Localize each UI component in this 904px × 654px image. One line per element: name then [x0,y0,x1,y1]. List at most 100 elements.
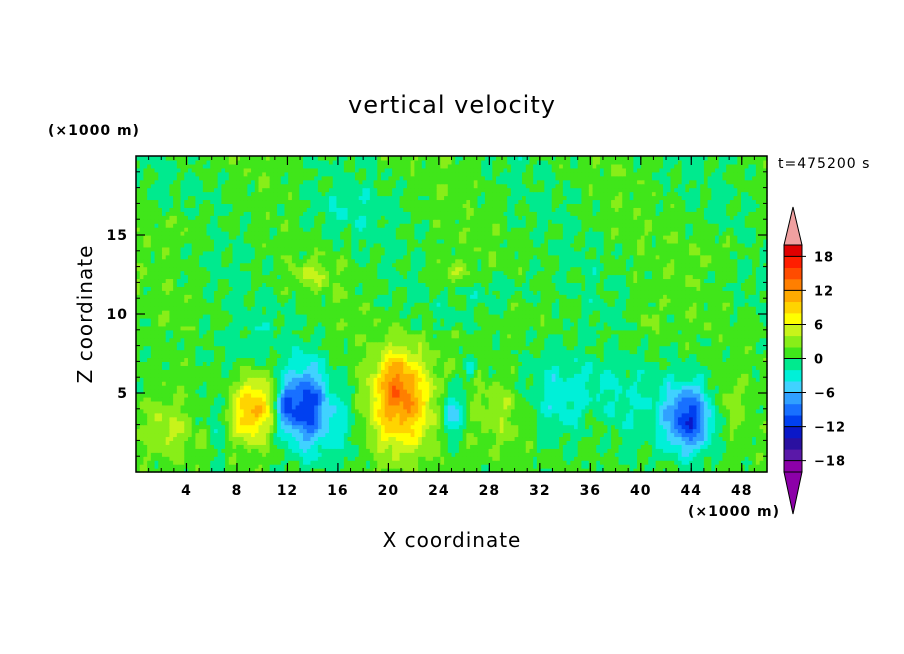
field-cell [625,412,631,418]
field-cell [741,400,746,406]
field-cell [143,444,148,449]
field-cell [703,420,709,426]
field-cell [507,400,512,406]
field-cell [154,416,159,422]
field-cell [329,396,334,402]
field-cell [251,468,256,473]
field-cell [555,369,560,374]
field-cell [251,460,256,465]
field-cell [755,412,761,418]
field-cell [581,361,586,366]
field-cell [184,389,189,394]
field-cell [444,420,449,426]
field-cell [748,416,753,422]
field-cell [700,365,705,370]
field-cell [239,420,245,426]
field-cell [362,456,367,461]
field-cell [429,369,434,374]
field-cell [577,416,583,422]
field-cell [540,365,545,370]
field-cell [603,420,608,426]
field-cell [525,369,531,374]
field-cell [414,456,419,461]
field-cell [429,440,434,445]
field-cell [221,464,226,469]
field-cell [666,385,672,390]
field-cell [573,396,579,402]
field-cell [317,464,323,469]
field-cell [466,389,471,394]
field-cell [384,436,389,441]
field-cell [447,448,453,453]
field-cell [310,369,315,374]
field-cell [692,396,698,402]
field-cell [633,436,638,441]
field-cell [607,408,612,414]
field-cell [147,357,152,362]
field-cell [633,424,638,430]
field-cell [622,377,627,382]
field-cell [414,369,419,374]
field-cell [596,444,601,449]
field-cell [622,389,627,394]
field-cell [314,381,319,386]
field-cell [187,456,193,461]
field-cell [243,353,248,359]
field-cell [729,452,735,457]
field-cell [325,464,330,469]
field-cell [180,365,185,370]
field-cell [321,436,326,441]
field-cell [154,460,159,465]
field-cell [529,381,534,386]
field-cell [369,396,375,402]
field-cell [169,365,174,370]
field-cell [444,365,449,370]
field-cell [514,468,519,473]
field-cell [726,385,731,390]
field-cell [418,432,423,438]
field-cell [425,420,430,426]
field-cell [733,357,738,362]
field-cell [147,440,152,445]
field-cell [310,416,315,422]
field-cell [551,389,557,394]
field-cell [458,373,464,378]
field-cell [759,381,764,386]
field-cell [351,428,356,434]
field-cell [744,377,750,382]
field-cell [759,452,764,457]
field-cell [477,432,482,438]
field-cell [388,440,393,445]
field-cell [299,361,304,366]
field-cell [436,452,441,457]
field-cell [473,361,479,366]
field-cell [161,404,167,410]
field-cell [744,393,750,398]
field-cell [637,440,642,445]
field-cell [414,404,419,410]
field-cell [143,385,148,390]
field-cell [755,452,761,457]
field-cell [432,436,438,441]
field-cell [429,400,434,406]
field-cell [707,464,712,469]
field-cell [596,389,601,394]
field-cell [481,369,486,374]
field-cell [741,440,746,445]
field-cell [711,412,716,418]
field-cell [592,408,597,414]
field-cell [321,353,326,359]
field-cell [291,373,297,378]
field-cell [236,400,241,406]
field-cell [741,436,746,441]
field-cell [451,456,456,461]
field-cell [484,408,490,414]
field-cell [377,448,382,453]
field-cell [395,373,401,378]
field-cell [377,452,382,457]
field-cell [343,361,349,366]
field-cell [158,440,163,445]
field-cell [154,353,159,359]
field-cell [555,381,560,386]
field-cell [566,361,571,366]
